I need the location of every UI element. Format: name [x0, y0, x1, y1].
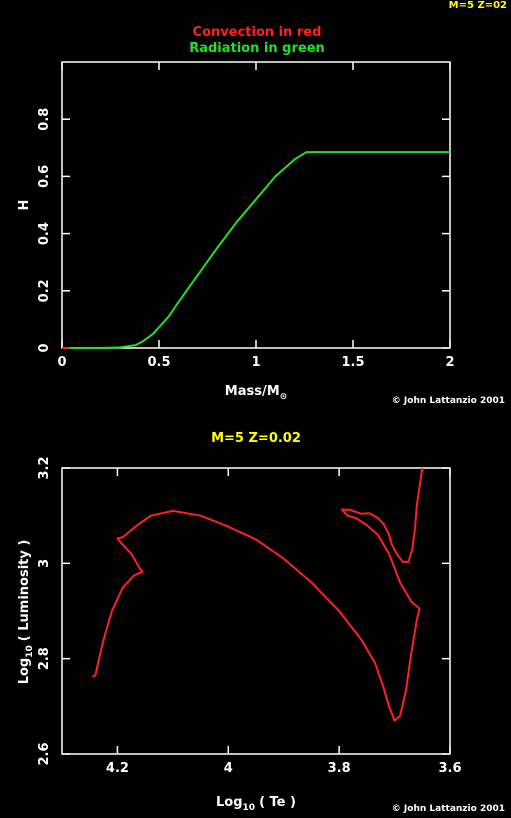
bottom-chart-xlabel: Log10( Te ) — [216, 795, 296, 813]
header-tag: M=5 Z=02 — [448, 0, 507, 11]
top-chart-frame — [61, 61, 451, 349]
top-xtick-label-1: 0.5 — [147, 355, 170, 370]
top-ytick-label-2: 0.4 — [37, 222, 52, 245]
top-chart-ticks: 0 0.5 1 1.5 2 0 0.2 0.4 0.6 0.8 — [37, 62, 455, 370]
top-ytick-label-1: 0.2 — [37, 279, 52, 302]
top-xtick-label-3: 1.5 — [341, 355, 364, 370]
top-chart-xlabel: Mass/M⊙ — [225, 384, 287, 402]
top-ytick-label-4: 0.8 — [37, 108, 52, 131]
bottom-chart-title: M=5 Z=0.02 — [211, 431, 301, 446]
top-series-line-1 — [69, 151, 450, 349]
bottom-ytick-label-3: 3.2 — [37, 456, 52, 479]
bottom-chart-ylabel: Log10( Luminosity ) — [17, 540, 35, 685]
bottom-chart-frame — [61, 467, 451, 755]
top-xtick-label-2: 1 — [251, 355, 260, 370]
top-xtick-label-4: 2 — [445, 355, 454, 370]
top-ytick-label-3: 0.6 — [37, 165, 52, 188]
bottom-xtick-label-2: 3.8 — [328, 761, 351, 776]
top-chart: Convection in red Radiation in green 0 0.… — [17, 25, 505, 406]
top-chart-credit: © John Lattanzio 2001 — [392, 396, 505, 406]
bottom-ytick-label-2: 3 — [37, 559, 52, 568]
bottom-chart: M=5 Z=0.02 4.2 4 3.8 3.6 2.6 2.8 3 3.2 Log10( T… — [17, 431, 505, 814]
bottom-chart-credit: © John Lattanzio 2001 — [392, 804, 505, 814]
bottom-chart-series — [92, 467, 424, 722]
top-chart-ylabel: H — [17, 200, 32, 211]
top-chart-subtitle: Radiation in green — [189, 41, 325, 56]
bottom-chart-ticks: 4.2 4 3.8 3.6 2.6 2.8 3 3.2 — [37, 456, 462, 776]
top-xtick-label-0: 0 — [57, 355, 66, 370]
top-chart-series — [62, 151, 450, 349]
bottom-series-line-0 — [92, 467, 424, 722]
top-ytick-label-0: 0 — [37, 343, 52, 352]
bottom-xtick-label-0: 4.2 — [106, 761, 129, 776]
bottom-ytick-label-0: 2.6 — [37, 742, 52, 765]
bottom-xtick-label-3: 3.6 — [438, 761, 461, 776]
top-chart-title: Convection in red — [193, 25, 322, 40]
bottom-xtick-label-1: 4 — [224, 761, 233, 776]
bottom-ytick-label-1: 2.8 — [37, 647, 52, 670]
